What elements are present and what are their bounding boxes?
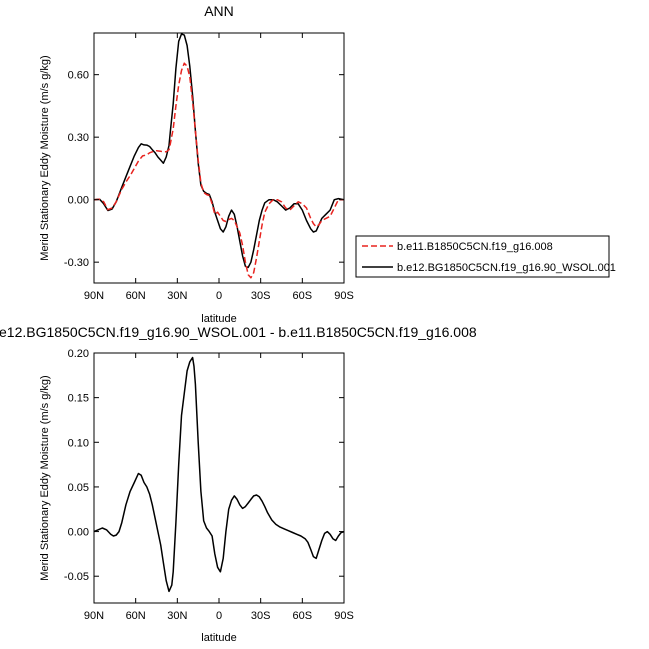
x-tick-label: 0 (216, 610, 222, 622)
legend: b.e11.B1850C5CN.f19_g16.008 b.e12.BG1850… (355, 235, 616, 278)
plot-1-y-ticks: 0.60 0.30 0.00 -0.30 (64, 70, 344, 269)
panel-2: b.e12.BG1850C5CN.f19_g16.90_WSOL.001 - b… (0, 324, 477, 644)
y-tick-label: -0.05 (64, 571, 89, 583)
y-tick-label: 0.20 (68, 348, 89, 360)
x-tick-label: 90S (334, 290, 354, 302)
plot-1-series-line-2 (93, 33, 345, 269)
plot-2-y-axis-title: Merid Stationary Eddy Moisture (m/s g/kg… (39, 375, 51, 580)
x-tick-label: 60N (126, 290, 146, 302)
legend-label-series-2: b.e12.BG1850C5CN.f19_g16.90_WSOL.001 (397, 262, 616, 274)
x-tick-label: 90N (84, 610, 104, 622)
panel-1: ANN 90N 60N 30N 0 30S 60S 90S 0.60 0.30 0.00 -0.3… (39, 3, 354, 325)
plot-1-title: ANN (204, 3, 234, 19)
plot-2-frame (93, 352, 345, 604)
legend-label-series-1: b.e11.B1850C5CN.f19_g16.008 (397, 241, 553, 253)
plot-1-y-axis-title: Merid Stationary Eddy Moisture (m/s g/kg… (39, 55, 51, 260)
y-tick-label: 0.00 (68, 527, 89, 539)
x-tick-label: 30S (251, 290, 271, 302)
x-tick-label: 30S (251, 610, 271, 622)
x-tick-label: 30N (167, 610, 187, 622)
y-tick-label: 0.30 (68, 132, 89, 144)
plot-2-x-ticks: 90N 60N 30N 0 30S 60S 90S (84, 353, 354, 622)
x-tick-label: 30N (167, 290, 187, 302)
y-tick-label: 0.00 (68, 195, 89, 207)
y-tick-label: 0.60 (68, 70, 89, 82)
x-tick-label: 60S (293, 290, 313, 302)
plot-2-y-ticks: 0.20 0.15 0.10 0.05 0.00 -0.05 (64, 348, 344, 583)
y-tick-label: 0.10 (68, 437, 89, 449)
x-tick-label: 60N (126, 610, 146, 622)
plot-1-frame (93, 32, 345, 284)
plot-1-x-ticks: 90N 60N 30N 0 30S 60S 90S (84, 33, 354, 302)
y-tick-label: 0.05 (68, 482, 89, 494)
plot-2-series-line-1 (93, 356, 345, 593)
plot-2-title: b.e12.BG1850C5CN.f19_g16.90_WSOL.001 - b… (0, 324, 477, 340)
plot-1-area (93, 33, 345, 279)
y-tick-label: -0.30 (64, 257, 89, 269)
x-tick-label: 90S (334, 610, 354, 622)
plot-1-series-line-1 (93, 62, 344, 279)
plot-1-x-axis-title: latitude (201, 313, 236, 325)
x-tick-label: 90N (84, 290, 104, 302)
x-tick-label: 0 (216, 290, 222, 302)
x-tick-label: 60S (293, 610, 313, 622)
plot-2-area (93, 356, 345, 593)
plot-2-x-axis-title: latitude (201, 632, 236, 644)
legend-box (355, 235, 610, 278)
y-tick-label: 0.15 (68, 393, 89, 405)
